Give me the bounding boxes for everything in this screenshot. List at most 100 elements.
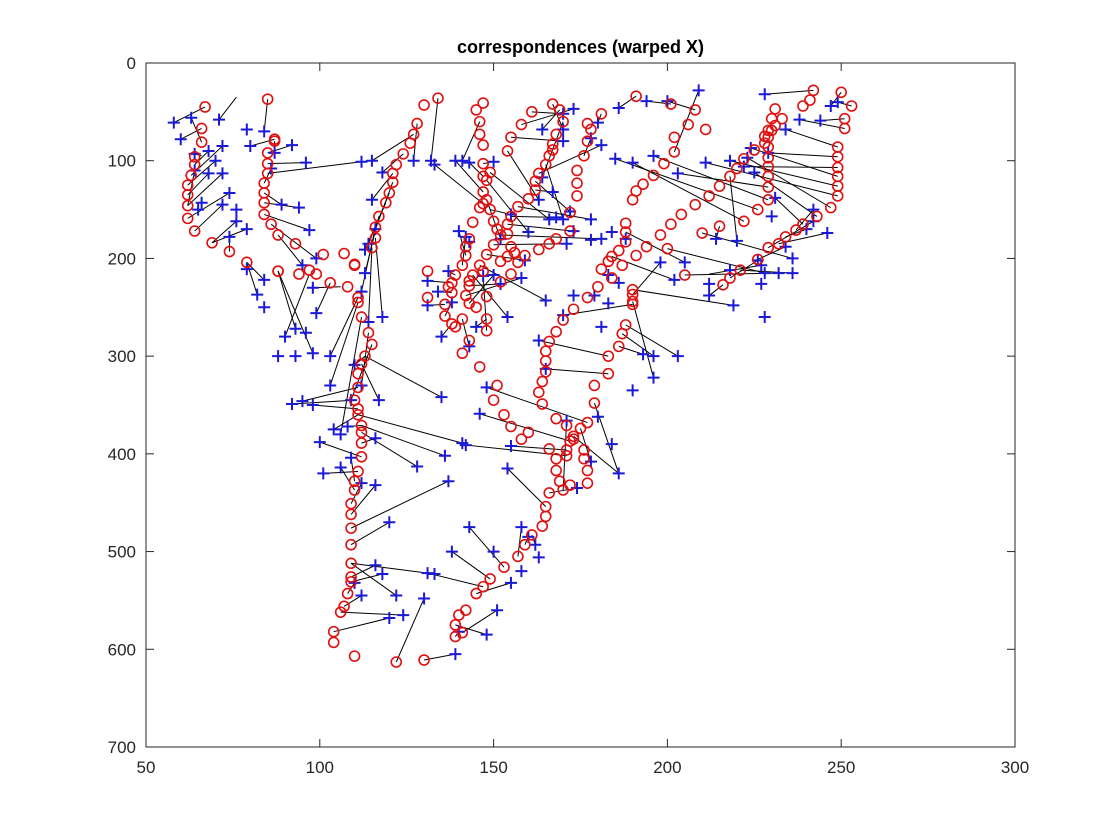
plus-marker [699, 156, 712, 169]
plus-marker [289, 322, 302, 335]
correspondence-line [708, 284, 724, 296]
circle-marker [588, 397, 601, 409]
circle-marker [588, 379, 601, 392]
circle-marker [352, 381, 364, 394]
circle-marker [477, 157, 489, 170]
correspondence-line [573, 435, 620, 474]
plus-marker [285, 139, 298, 152]
x-tick-label: 150 [479, 758, 507, 777]
plus-marker [390, 589, 403, 602]
plus-marker [821, 227, 834, 240]
plus-marker [209, 154, 222, 167]
plus-marker [411, 460, 424, 473]
circle-marker [463, 297, 476, 310]
plus-marker [557, 213, 570, 226]
plus-marker [317, 467, 330, 480]
circle-marker [574, 422, 587, 435]
correspondence-line [277, 270, 296, 329]
plus-marker [195, 196, 208, 209]
circle-marker [439, 310, 451, 322]
correspondence-line [615, 158, 758, 211]
circle-marker [630, 90, 642, 103]
circle-marker [762, 194, 775, 206]
circle-marker [223, 245, 236, 258]
plus-marker [758, 311, 771, 324]
plus-marker [435, 391, 448, 404]
circle-marker [463, 275, 476, 287]
circle-marker [355, 437, 368, 449]
circle-marker [449, 619, 462, 631]
circle-marker [581, 416, 594, 429]
plus-marker [501, 462, 514, 475]
plus-marker [671, 350, 684, 363]
circle-marker [345, 522, 357, 534]
circle-marker [352, 296, 364, 309]
plus-marker [557, 135, 570, 148]
plus-marker [174, 133, 187, 146]
plus-marker [584, 213, 597, 226]
correspondence-line [444, 302, 453, 317]
correspondence-line [472, 274, 508, 318]
circle-marker [498, 561, 510, 574]
y-tick-label: 500 [108, 543, 136, 562]
correspondence-line [625, 231, 686, 263]
circle-marker [602, 367, 615, 380]
circle-marker [515, 118, 528, 131]
circle-marker [831, 190, 844, 202]
plus-marker [640, 95, 653, 108]
plus-marker [383, 516, 396, 529]
circle-marker [466, 216, 479, 229]
circle-marker [526, 106, 538, 118]
circle-marker [571, 190, 583, 202]
circle-marker [731, 162, 743, 175]
correspondence-line [263, 192, 282, 206]
plus-marker [515, 521, 528, 534]
circle-marker [432, 92, 444, 104]
correspondence-line [507, 468, 547, 507]
correspondence-line [625, 324, 679, 357]
plus-marker [431, 285, 444, 298]
correspondence-line [729, 176, 738, 241]
plus-marker [365, 193, 378, 206]
circle-marker [456, 347, 469, 360]
plus-marker [591, 116, 604, 129]
correspondence-line [489, 172, 550, 220]
y-tick-label: 200 [108, 249, 136, 268]
plus-marker [421, 299, 434, 312]
circle-marker [380, 196, 392, 209]
circle-marker [386, 167, 399, 180]
circle-marker [797, 100, 809, 112]
plus-marker [355, 379, 368, 392]
plus-marker [536, 123, 549, 136]
circle-marker [265, 218, 277, 231]
plus-marker [786, 267, 799, 280]
correspondence-line [434, 164, 484, 205]
correspondence-line [729, 160, 838, 187]
circle-marker [459, 249, 472, 262]
circle-marker [678, 269, 691, 281]
circle-marker [310, 268, 323, 280]
circle-marker [595, 108, 608, 120]
plus-marker [609, 152, 622, 165]
plus-marker [748, 166, 761, 179]
circle-marker [564, 479, 576, 491]
circle-marker [612, 244, 625, 257]
plus-marker [647, 149, 660, 162]
circle-marker [348, 484, 361, 496]
circle-marker [758, 137, 771, 149]
correspondence-line [218, 96, 237, 120]
plus-marker [341, 420, 354, 433]
correspondence-line [517, 206, 592, 220]
circle-marker [637, 178, 649, 190]
correspondence-line [632, 162, 745, 222]
correspondence-line [187, 173, 223, 207]
plus-marker [692, 84, 705, 97]
circle-marker [268, 133, 281, 146]
circle-marker [261, 167, 274, 180]
plus-marker [355, 589, 368, 602]
correspondence-line [302, 386, 359, 402]
plus-marker [831, 96, 844, 109]
correspondence-line [482, 275, 488, 331]
circle-marker [480, 194, 493, 206]
